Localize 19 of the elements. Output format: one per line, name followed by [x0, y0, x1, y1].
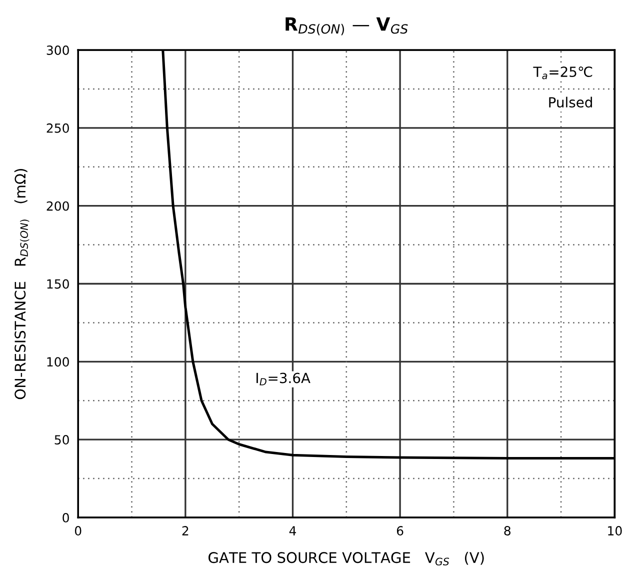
annotation: I$_{D}$=3.6A — [256, 372, 310, 386]
x-tick-label: 8 — [504, 526, 510, 536]
y-tick-label: 50 — [54, 435, 69, 445]
y-tick-label: 200 — [46, 201, 69, 211]
text: GATE TO SOURCE VOLTAGE V$_{GS}$ (V) — [208, 552, 484, 566]
x-tick-label: 0 — [74, 526, 82, 536]
text: ON-RESISTANCE R$_{DS(ON)}$ (mΩ) — [14, 168, 30, 400]
y-tick-label: 300 — [46, 45, 69, 55]
x-tick-label: 4 — [289, 526, 296, 536]
y-tick-label: 0 — [62, 512, 69, 522]
x-tick-label: 10 — [608, 526, 622, 536]
y-tick-label: 100 — [47, 357, 69, 367]
annotation: T$_{a}$=25℃ — [533, 66, 592, 80]
y-tick-label: 250 — [46, 123, 69, 133]
x-tick-label: 2 — [182, 526, 188, 536]
y-tick-label: 150 — [47, 279, 69, 289]
x-tick-label: 6 — [396, 526, 404, 536]
chart-title: R$_{DS(ON)}$ — V$_{GS}$ — [286, 17, 408, 36]
annotation: Pulsed — [549, 96, 592, 108]
